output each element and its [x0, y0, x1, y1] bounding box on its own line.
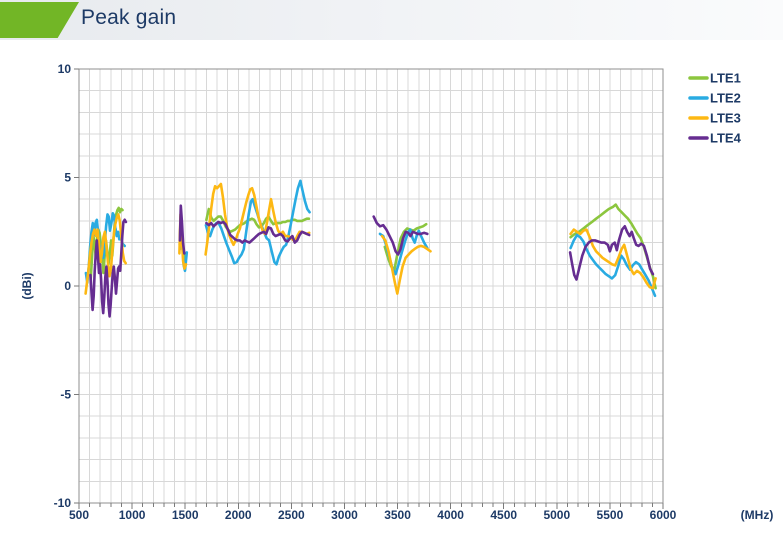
axis-ticks	[74, 68, 664, 509]
x-tick-label: 2000	[225, 508, 252, 522]
legend-label: LTE4	[710, 131, 742, 146]
series-LTE3	[84, 182, 657, 295]
legend-item-LTE3: LTE3	[688, 111, 741, 126]
x-tick-label: 1000	[119, 508, 146, 522]
y-tick-label: 10	[58, 62, 72, 76]
x-axis-unit-label: (MHz)	[741, 508, 774, 522]
legend-label: LTE3	[710, 111, 741, 126]
legend-item-LTE4: LTE4	[688, 131, 742, 146]
legend-label: LTE1	[710, 71, 741, 86]
series-segment	[568, 225, 655, 281]
series-segment	[372, 215, 429, 256]
series-segment	[178, 204, 186, 255]
x-tick-label: 4500	[490, 508, 517, 522]
page-title: Peak gain	[81, 6, 177, 29]
y-tick-label: 5	[64, 171, 71, 185]
x-tick-label: 6000	[650, 508, 677, 522]
x-tick-label: 500	[69, 508, 89, 522]
series-LTE4	[89, 204, 655, 318]
x-tick-label: 1500	[172, 508, 199, 522]
x-tick-label: 3000	[331, 508, 358, 522]
x-tick-label: 5000	[543, 508, 570, 522]
gridlines	[79, 69, 663, 503]
series-segment	[569, 228, 657, 290]
legend: LTE1 LTE2 LTE3 LTE4	[688, 71, 742, 146]
legend-label: LTE2	[710, 91, 741, 106]
section-header-bar: Peak gain	[0, 0, 783, 40]
y-tick-label: -10	[54, 496, 72, 510]
y-tick-label: -5	[60, 388, 71, 402]
series-segment	[84, 212, 126, 285]
series-segment	[84, 213, 127, 295]
x-tick-label: 3500	[384, 508, 411, 522]
x-tick-labels: 500 1000 1500 2000 2500 3000 3500 4000 4500 5000 5…	[69, 508, 677, 522]
legend-item-LTE2: LTE2	[688, 91, 741, 106]
x-tick-label: 2500	[278, 508, 305, 522]
y-axis-unit-label: (dBi)	[20, 272, 34, 299]
y-tick-label: 0	[64, 279, 71, 293]
series-segment	[380, 234, 432, 295]
y-tick-labels: 10 5 0 -5 -10	[54, 62, 72, 510]
series-segment	[89, 218, 128, 318]
series-LTE2	[84, 179, 657, 298]
x-tick-label: 5500	[597, 508, 624, 522]
series-segment	[569, 233, 657, 298]
x-tick-label: 4000	[437, 508, 464, 522]
legend-item-LTE1: LTE1	[688, 71, 741, 86]
series-segment	[205, 220, 311, 244]
